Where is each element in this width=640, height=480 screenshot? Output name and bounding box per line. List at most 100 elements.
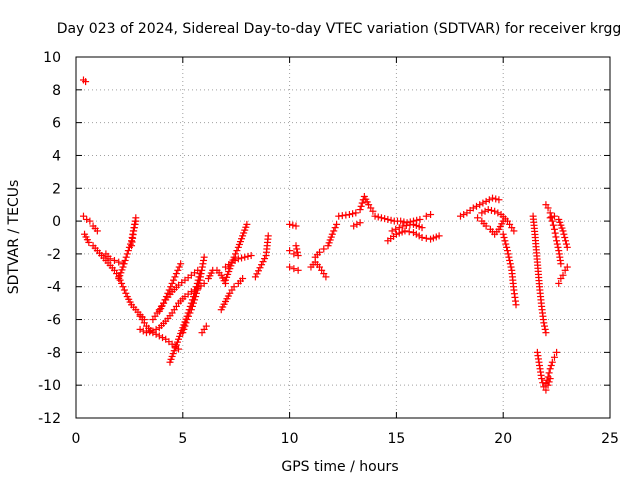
data-point	[233, 247, 241, 255]
x-tick-label: 15	[387, 431, 405, 447]
data-point	[139, 327, 147, 335]
data-point	[374, 213, 382, 221]
data-point	[168, 279, 176, 287]
data-point	[120, 260, 128, 268]
data-point	[400, 218, 408, 226]
data-point	[292, 242, 300, 250]
data-point	[175, 345, 183, 353]
data-point	[494, 209, 502, 217]
data-point	[131, 220, 139, 228]
data-point	[506, 256, 514, 264]
data-point	[473, 202, 480, 210]
data-point	[561, 234, 569, 241]
data-point	[159, 334, 167, 342]
data-point	[177, 260, 185, 268]
x-tick-label: 0	[72, 431, 81, 447]
data-point	[290, 250, 298, 258]
x-tick-label: 5	[178, 431, 187, 447]
data-point	[258, 261, 266, 269]
data-point	[86, 217, 94, 225]
data-point	[181, 322, 189, 330]
y-tick-label: -2	[47, 247, 61, 263]
data-point	[164, 289, 172, 297]
data-point	[194, 283, 202, 291]
data-point	[254, 267, 262, 275]
y-tick-label: 10	[43, 50, 61, 66]
data-point	[238, 254, 246, 262]
data-point	[352, 209, 360, 217]
data-point	[82, 78, 90, 86]
data-point	[422, 212, 430, 220]
plot-frame	[75, 56, 611, 419]
data-point	[552, 233, 560, 241]
data-point	[230, 283, 238, 291]
data-point	[234, 255, 242, 263]
data-point	[392, 225, 400, 233]
data-point	[356, 206, 364, 214]
x-tick-label: 25	[601, 431, 619, 447]
data-point	[559, 271, 567, 279]
data-point	[563, 243, 571, 251]
data-point	[484, 206, 492, 214]
data-point	[435, 232, 443, 240]
data-point	[560, 230, 568, 238]
data-point	[543, 376, 551, 384]
data-point	[557, 260, 565, 268]
data-point	[231, 250, 239, 258]
data-point	[540, 319, 548, 327]
data-point	[261, 255, 269, 263]
data-point	[422, 234, 430, 242]
data-point	[195, 279, 203, 287]
data-point	[562, 240, 570, 248]
data-point	[503, 247, 511, 255]
data-point	[243, 220, 251, 228]
data-point	[328, 230, 336, 238]
data-point	[110, 256, 118, 264]
data-point	[358, 199, 366, 207]
data-point	[495, 196, 503, 204]
data-point	[118, 279, 126, 287]
data-point	[172, 270, 180, 278]
data-point	[259, 258, 267, 266]
data-point	[512, 301, 520, 309]
data-point	[198, 266, 206, 274]
data-point	[456, 212, 464, 220]
data-point	[165, 286, 173, 294]
data-point	[541, 325, 549, 333]
data-point	[330, 227, 338, 235]
y-tick-label: -4	[47, 280, 61, 296]
data-point	[161, 296, 169, 304]
data-point	[553, 237, 561, 245]
data-point	[179, 329, 187, 337]
data-point	[197, 270, 205, 278]
data-point	[247, 252, 255, 260]
data-point	[155, 332, 163, 340]
data-point	[353, 220, 361, 228]
data-point	[316, 248, 324, 256]
data-point	[264, 232, 272, 240]
data-point	[371, 212, 379, 220]
data-point	[548, 358, 556, 366]
data-point	[538, 375, 546, 383]
data-point	[350, 222, 358, 230]
data-point	[167, 283, 175, 291]
data-point	[293, 245, 301, 253]
data-point	[192, 293, 200, 301]
data-point	[356, 219, 364, 227]
data-point	[193, 286, 201, 294]
data-point	[369, 207, 377, 215]
data-point	[290, 265, 298, 273]
data-point	[292, 222, 300, 230]
data-point	[506, 260, 514, 268]
data-point	[191, 296, 199, 304]
data-point	[192, 289, 200, 297]
y-tick-label: 4	[52, 148, 61, 164]
data-point	[187, 306, 195, 314]
data-point	[136, 325, 144, 333]
data-point	[174, 266, 182, 274]
data-point	[555, 279, 563, 287]
data-point	[553, 240, 561, 248]
data-point	[231, 256, 239, 264]
data-point	[418, 234, 426, 241]
